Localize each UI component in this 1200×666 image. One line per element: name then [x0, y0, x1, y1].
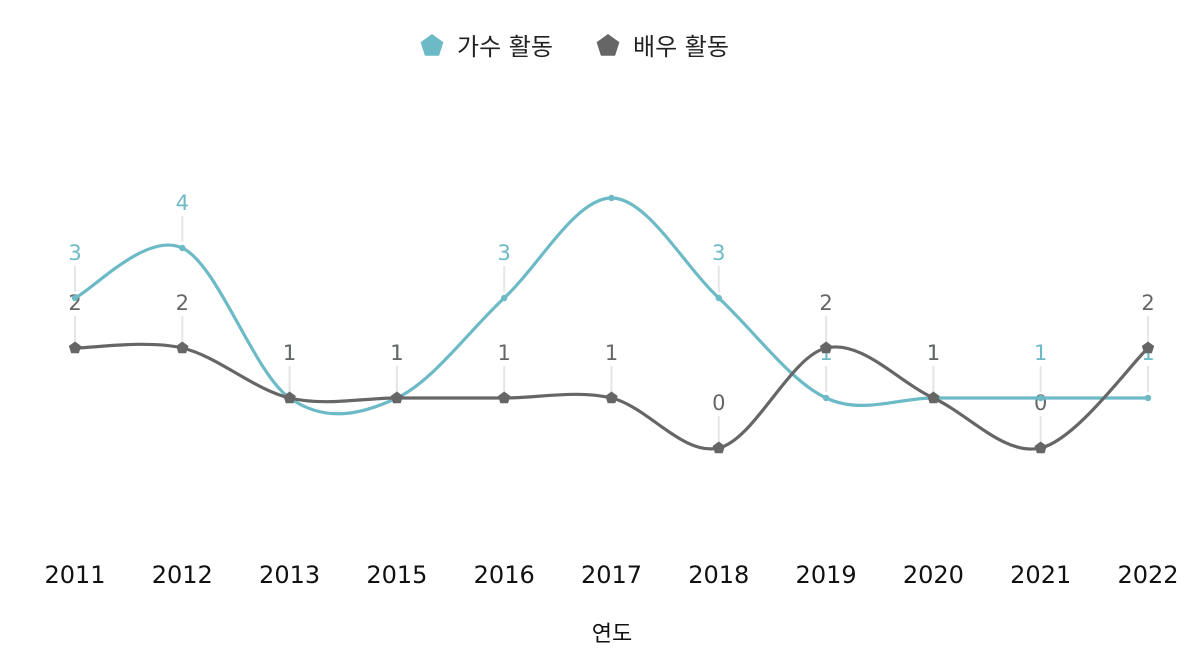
data-point-1-2019[interactable]: [822, 394, 830, 402]
data-label-1-2015: 1: [390, 341, 403, 365]
data-point-2-2020[interactable]: [927, 391, 940, 404]
data-point-1-2017[interactable]: [608, 194, 615, 202]
data-point-2-2022[interactable]: [1141, 341, 1155, 354]
data-point-2-2015[interactable]: [390, 391, 404, 404]
x-tick-label-2016: 2016: [474, 561, 535, 589]
data-point-1-2021[interactable]: [1037, 394, 1044, 402]
data-label-2-2016: 1: [498, 341, 511, 365]
data-label-2-2015: 1: [390, 341, 403, 365]
x-tick-label-2011: 2011: [44, 561, 105, 589]
legend-marker-1: [420, 34, 444, 56]
data-point-1-2011[interactable]: [71, 294, 79, 302]
data-label-1-2013: 1: [283, 341, 296, 365]
data-label-2-2019: 2: [819, 291, 832, 315]
data-label-2-2022: 2: [1141, 291, 1154, 315]
data-label-2-2017: 1: [605, 341, 618, 365]
data-point-1-2022[interactable]: [1144, 394, 1152, 402]
data-label-2-2013: 1: [283, 341, 296, 365]
data-label-2-2021: 0: [1034, 391, 1047, 415]
x-axis-title: 연도: [592, 622, 632, 647]
data-point-1-2016[interactable]: [501, 294, 508, 302]
data-label-2-2020: 1: [927, 341, 940, 365]
x-tick-label-2022: 2022: [1117, 561, 1178, 589]
legend-label-1: 가수 활동: [457, 33, 553, 61]
data-label-1-2011: 3: [68, 241, 81, 265]
data-point-2-2019[interactable]: [819, 341, 833, 354]
data-point-1-2018[interactable]: [715, 294, 722, 302]
x-tick-label-2021: 2021: [1010, 561, 1071, 589]
data-label-1-2016: 3: [498, 241, 511, 265]
x-tick-label-2013: 2013: [259, 561, 320, 589]
data-label-1-2020: 1: [927, 341, 940, 365]
data-point-2-2013[interactable]: [283, 391, 296, 404]
x-tick-label-2018: 2018: [688, 561, 749, 589]
data-label-1-2021: 1: [1034, 341, 1047, 365]
x-tick-label-2015: 2015: [366, 561, 427, 589]
series-2: [68, 341, 1155, 454]
data-point-1-2012[interactable]: [179, 244, 186, 252]
x-tick-label-2017: 2017: [581, 561, 642, 589]
data-label-layer: 341133111122111102102: [68, 191, 1155, 442]
data-point-2-2017[interactable]: [605, 391, 618, 404]
data-label-1-2012: 4: [176, 191, 189, 215]
x-axis: 2011 2012 2013 2015 2016 2017 2018 2019 2020 2021…: [44, 561, 1178, 589]
x-tick-label-2020: 2020: [903, 561, 964, 589]
data-point-2-2011[interactable]: [68, 341, 82, 354]
x-tick-label-2019: 2019: [796, 561, 857, 589]
x-tick-label-2012: 2012: [152, 561, 213, 589]
legend-label-2: 배우 활동: [633, 33, 729, 61]
legend-marker-2: [596, 34, 620, 56]
data-point-2-2016[interactable]: [498, 391, 511, 404]
data-point-2-2012[interactable]: [176, 341, 189, 354]
series-line-1: [73, 196, 1150, 416]
data-label-2-2012: 2: [176, 291, 189, 315]
data-point-2-2018[interactable]: [712, 441, 725, 454]
data-label-1-2018: 3: [712, 241, 725, 265]
series-layer: 341133111122111102102: [68, 191, 1155, 454]
legend: 가수 활동 배우 활동: [420, 33, 729, 61]
data-point-2-2021[interactable]: [1034, 441, 1047, 454]
series-line-2: [73, 342, 1150, 451]
data-label-2-2018: 0: [712, 391, 725, 415]
